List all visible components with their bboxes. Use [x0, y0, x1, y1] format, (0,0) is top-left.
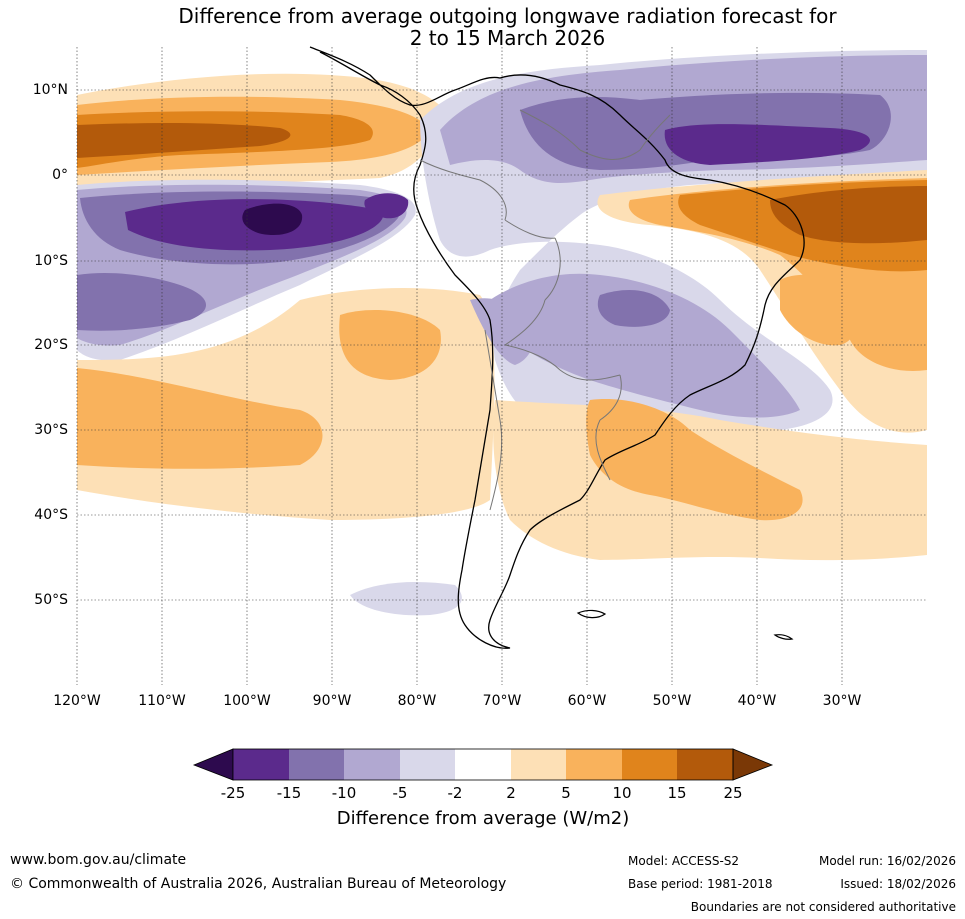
equatorial-pacific-peak-purple [242, 203, 303, 236]
lon-label-90w: 90°W [312, 693, 352, 709]
colorbar-swatch-9 [677, 749, 733, 780]
lon-label-60w: 60°W [567, 693, 607, 709]
lat-label-40s: 40°S [34, 507, 68, 523]
north-pacific-peak-anomaly [77, 123, 291, 158]
colorbar-tick: 10 [612, 784, 632, 802]
website-link[interactable]: www.bom.gov.au/climate [10, 852, 187, 868]
title-line-2: 2 to 15 March 2026 [409, 26, 606, 50]
colorbar-tick: 15 [667, 784, 687, 802]
northeast-brazil-coast-positive [780, 274, 859, 346]
lat-label-10n: 10°N [32, 82, 68, 98]
lat-label-20s: 20°S [34, 337, 68, 353]
colorbar-min-extend [192, 748, 234, 781]
lon-label-30w: 30°W [822, 693, 862, 709]
southern-chile-negative-anomaly [350, 582, 462, 616]
base-period: Base period: 1981-2018 [628, 877, 773, 891]
colorbar-swatch-5 [455, 749, 511, 780]
colorbar [192, 748, 774, 781]
south-pacific-center-moderate [339, 310, 441, 380]
colorbar-swatch-6 [511, 749, 566, 780]
south-georgia [773, 634, 794, 640]
colorbar-tick: -10 [331, 784, 357, 802]
lon-label-100w: 100°W [223, 693, 271, 709]
lon-label-120w: 120°W [53, 693, 101, 709]
chart-title: Difference from average outgoing longwav… [0, 5, 965, 49]
central-brazil-medium-purple [597, 290, 670, 327]
colorbar-tick: -5 [392, 784, 408, 802]
model-name: Model: ACCESS-S2 [628, 854, 740, 868]
south-america-coastline [309, 46, 805, 649]
colorbar-swatch-3 [344, 749, 400, 780]
issued-date: Issued: 18/02/2026 [840, 877, 956, 891]
colorbar-tick: 25 [723, 784, 743, 802]
title-line-1: Difference from average outgoing longwav… [178, 4, 837, 28]
lat-label-50s: 50°S [34, 592, 68, 608]
colorbar-tick: -2 [447, 784, 463, 802]
model-run-date: Model run: 16/02/2026 [818, 854, 956, 868]
lat-label-30s: 30°S [34, 422, 68, 438]
central-brazil-negative-anomaly [490, 273, 800, 418]
lon-label-110w: 110°W [138, 693, 186, 709]
south-pacific-moderate-anomaly [77, 368, 323, 469]
graticule [76, 47, 927, 685]
lon-label-70w: 70°W [482, 693, 522, 709]
equatorial-pacific-medium-purple [77, 273, 207, 331]
colorbar-swatch-7 [566, 749, 622, 780]
copyright-text: © Commonwealth of Australia 2026, Austra… [10, 876, 507, 892]
colorbar-swatch-1 [233, 749, 289, 780]
colorbar-tick: -25 [220, 784, 246, 802]
northeast-brazil-strong-purple [664, 124, 870, 165]
colorbar-swatch-8 [622, 749, 677, 780]
lon-label-50w: 50°W [652, 693, 692, 709]
south-chile-coast-positive [537, 468, 585, 502]
equatorial-atlantic-peak-anomaly [770, 186, 927, 244]
colorbar-swatch-2 [289, 749, 344, 780]
colorbar-tick: 5 [561, 784, 571, 802]
colorbar-tick: 2 [506, 784, 516, 802]
galapagos-peak-purple [364, 193, 409, 219]
colorbar-tick: -15 [276, 784, 302, 802]
colorbar-title: Difference from average (W/m2) [336, 808, 630, 829]
colorbar-max-extend [732, 748, 774, 781]
lat-label-0: 0° [52, 167, 68, 183]
colorbar-swatch-4 [400, 749, 455, 780]
lon-label-40w: 40°W [737, 693, 777, 709]
lon-label-80w: 80°W [397, 693, 437, 709]
lat-label-10s: 10°S [34, 253, 68, 269]
falkland-islands [576, 609, 607, 619]
south-atlantic-moderate-anomaly [586, 399, 803, 521]
boundaries-disclaimer: Boundaries are not considered authoritat… [690, 900, 956, 914]
